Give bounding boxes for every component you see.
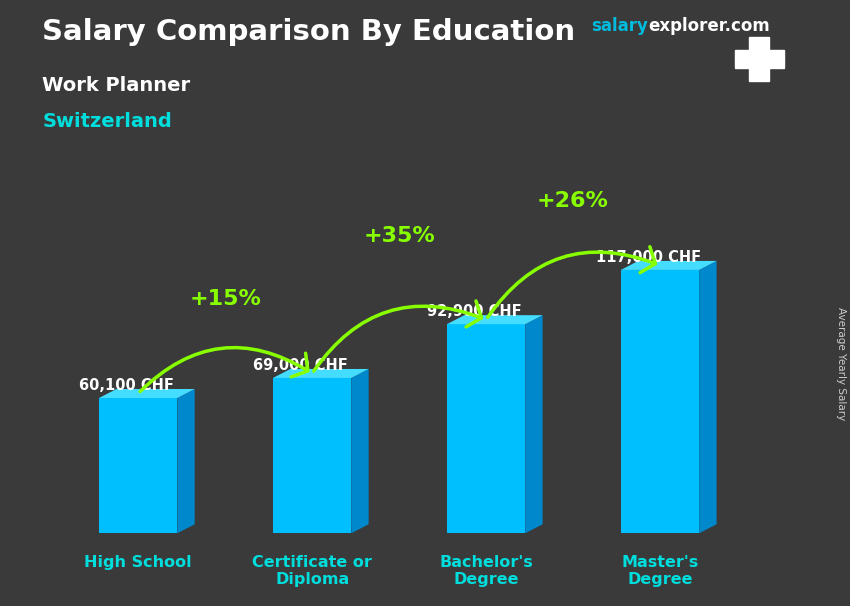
Text: +15%: +15% [190, 289, 261, 309]
Polygon shape [351, 369, 369, 533]
Text: Average Yearly Salary: Average Yearly Salary [836, 307, 846, 420]
Text: explorer.com: explorer.com [649, 17, 770, 35]
FancyArrowPatch shape [488, 247, 655, 318]
FancyArrowPatch shape [140, 348, 308, 391]
Text: 92,900 CHF: 92,900 CHF [427, 304, 522, 319]
Polygon shape [525, 315, 542, 533]
Text: 117,000 CHF: 117,000 CHF [596, 250, 701, 265]
Text: +35%: +35% [363, 226, 435, 246]
Polygon shape [273, 378, 351, 533]
Text: 69,000 CHF: 69,000 CHF [253, 358, 348, 373]
Text: Salary Comparison By Education: Salary Comparison By Education [42, 18, 575, 46]
Bar [734, 50, 784, 68]
Text: Switzerland: Switzerland [42, 112, 173, 131]
Text: Work Planner: Work Planner [42, 76, 190, 95]
Polygon shape [620, 270, 700, 533]
Polygon shape [447, 324, 525, 533]
Polygon shape [447, 315, 542, 324]
Polygon shape [99, 398, 178, 533]
FancyArrowPatch shape [314, 301, 481, 371]
Polygon shape [273, 369, 369, 378]
Polygon shape [620, 261, 717, 270]
Text: +26%: +26% [537, 191, 609, 211]
Text: salary: salary [591, 17, 648, 35]
Polygon shape [99, 389, 195, 398]
Polygon shape [178, 389, 195, 533]
Bar [750, 37, 768, 81]
Polygon shape [700, 261, 717, 533]
Text: 60,100 CHF: 60,100 CHF [79, 378, 174, 393]
